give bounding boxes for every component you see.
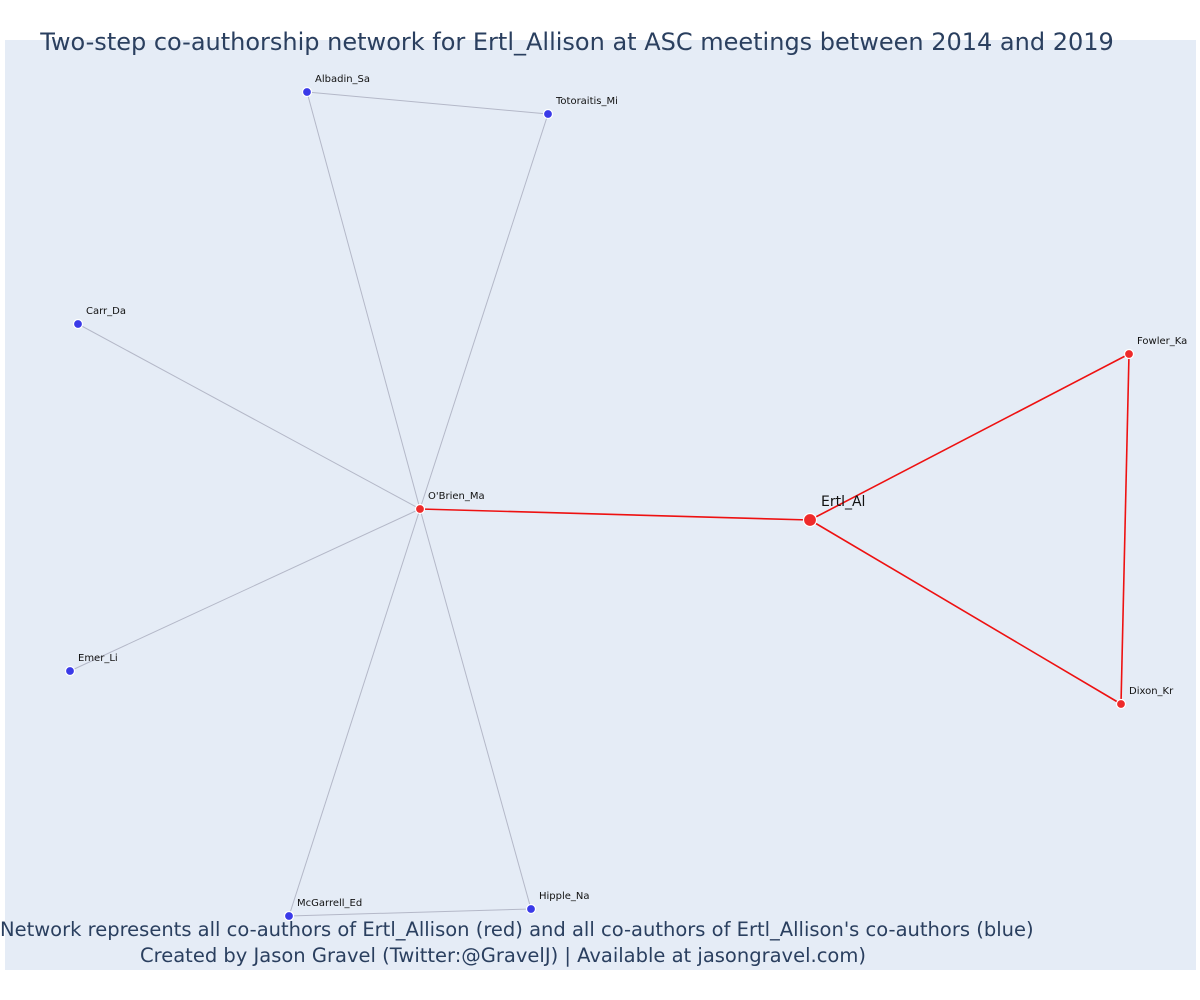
nodes-layer xyxy=(64,86,1135,922)
node-fowler-ka[interactable] xyxy=(1123,348,1135,360)
labels-layer: Ertl_Al O'Brien_Ma Fowler_Ka Dixon_Kr Albadi… xyxy=(78,74,1187,909)
chart-title: Two-step co-authorship network for Ertl_… xyxy=(40,28,1114,56)
edge-o-brien-ma-carr-da xyxy=(77,323,421,510)
edge-albadin-sa-totoraitis-mi xyxy=(306,91,549,115)
node-label-albadin-sa: Albadin_Sa xyxy=(315,74,370,85)
node-mcgarrell-ed[interactable] xyxy=(283,910,295,922)
node-label-mcgarrell-ed: McGarrell_Ed xyxy=(297,898,362,909)
edge-o-brien-ma-albadin-sa xyxy=(306,91,421,510)
node-label-hipple-na: Hipple_Na xyxy=(539,891,590,902)
node-label-o-brien-ma: O'Brien_Ma xyxy=(428,491,485,502)
node-totoraitis-mi[interactable] xyxy=(542,108,554,120)
edge-ertl-al-dixon-kr xyxy=(809,519,1122,705)
edge-mcgarrell-ed-hipple-na xyxy=(288,908,532,917)
node-label-fowler-ka: Fowler_Ka xyxy=(1137,336,1187,347)
plot-area xyxy=(5,40,1196,970)
node-hipple-na[interactable] xyxy=(525,903,537,915)
node-label-dixon-kr: Dixon_Kr xyxy=(1129,686,1174,697)
edge-o-brien-ma-totoraitis-mi xyxy=(419,113,549,510)
edges-layer xyxy=(69,91,1130,917)
node-emer-li[interactable] xyxy=(64,665,76,677)
caption-line-1: Network represents all co-authors of Ert… xyxy=(0,918,1034,941)
edge-ertl-al-fowler-ka xyxy=(809,353,1130,521)
node-label-totoraitis-mi: Totoraitis_Mi xyxy=(555,96,618,107)
edge-o-brien-ma-hipple-na xyxy=(419,508,532,910)
edge-o-brien-ma-emer-li xyxy=(69,508,421,672)
node-albadin-sa[interactable] xyxy=(301,86,313,98)
node-label-carr-da: Carr_Da xyxy=(86,306,126,317)
node-ertl-al[interactable] xyxy=(802,512,818,528)
edge-fowler-ka-dixon-kr xyxy=(1120,353,1130,705)
edge-o-brien-ma-mcgarrell-ed xyxy=(288,508,421,917)
node-label-emer-li: Emer_Li xyxy=(78,653,118,664)
node-o-brien-ma[interactable] xyxy=(414,503,426,515)
node-dixon-kr[interactable] xyxy=(1115,698,1127,710)
caption-line-2: Created by Jason Gravel (Twitter:@Gravel… xyxy=(140,944,866,967)
edge-ertl-al-o-brien-ma xyxy=(419,508,811,521)
node-label-ertl-al: Ertl_Al xyxy=(821,494,865,510)
node-carr-da[interactable] xyxy=(72,318,84,330)
